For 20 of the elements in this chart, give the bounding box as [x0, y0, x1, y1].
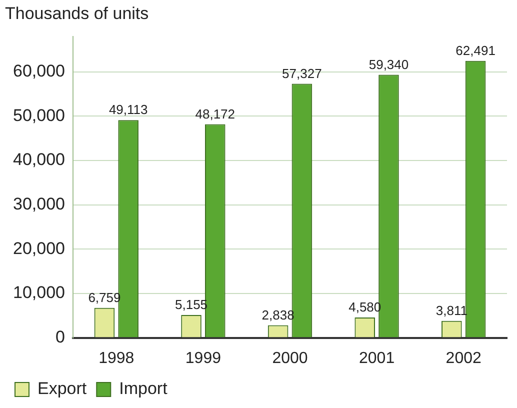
data-label: 49,113 — [108, 102, 148, 118]
y-tick-label: 50,000 — [12, 106, 65, 125]
x-tick-label: 2002 — [446, 350, 482, 367]
legend-label: Export — [38, 379, 87, 398]
y-tick-label: 60,000 — [12, 62, 65, 81]
x-tick-label: 1999 — [185, 350, 222, 367]
x-tick-label: 1998 — [98, 350, 134, 367]
y-tick-label: 10,000 — [12, 283, 65, 302]
y-tick-label: 0 — [56, 327, 65, 346]
x-tick-label: 2000 — [272, 350, 308, 367]
data-label: 48,172 — [195, 106, 236, 122]
data-label: 57,327 — [282, 66, 322, 81]
legend-label: Import — [119, 379, 168, 398]
data-label: 59,340 — [368, 56, 409, 72]
data-label: 62,491 — [456, 42, 496, 58]
x-tick-label: 2001 — [359, 350, 395, 367]
chart-title: Thousands of units — [5, 4, 149, 23]
y-tick-label: 40,000 — [12, 150, 65, 170]
y-tick-label: 20,000 — [12, 238, 65, 258]
y-tick-label: 30,000 — [12, 194, 65, 214]
